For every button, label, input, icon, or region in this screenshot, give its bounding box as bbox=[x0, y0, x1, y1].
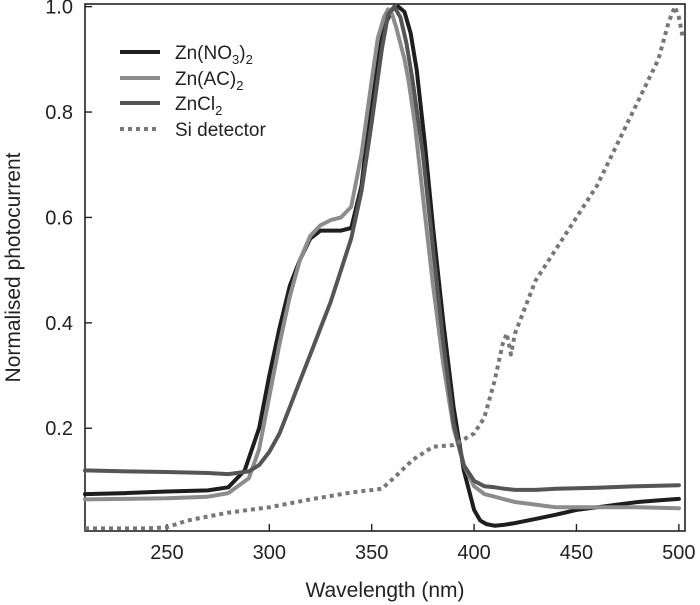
legend-entry-label: Zn(AC)2 bbox=[175, 69, 243, 93]
y-tick-label: 1.0 bbox=[45, 0, 73, 19]
x-tick-label: 300 bbox=[253, 542, 286, 564]
legend-text: Zn(NO bbox=[175, 43, 232, 64]
legend-entry-label: Zn(NO3)2 bbox=[175, 43, 253, 67]
y-tick-label: 0.2 bbox=[45, 418, 73, 440]
series-layer bbox=[83, 4, 685, 531]
y-axis-label: Normalised photocurrent bbox=[2, 152, 25, 382]
series-line-zn-no3-2 bbox=[83, 4, 681, 528]
y-tick-label: 0.8 bbox=[45, 102, 73, 124]
legend-text: Zn(AC) bbox=[175, 69, 236, 90]
legend-subscript: 2 bbox=[246, 52, 253, 67]
axes: 250 300 350 400 450 500 0.2 0.4 0.6 0.8 1.0 bbox=[45, 0, 695, 564]
legend-text: Si detector bbox=[175, 120, 266, 141]
legend-text: ZnCl bbox=[175, 94, 215, 115]
series-line-zncl2 bbox=[83, 4, 681, 492]
y-tick-label: 0.4 bbox=[45, 313, 73, 335]
series-line-si-detector bbox=[85, 4, 685, 531]
x-tick-label: 350 bbox=[355, 542, 388, 564]
legend-subscript: 3 bbox=[232, 52, 239, 67]
legend-subscript: 2 bbox=[215, 103, 222, 118]
x-tick-label: 400 bbox=[457, 542, 490, 564]
legend-entry-label: Si detector bbox=[175, 120, 266, 141]
x-axis-label: Wavelength (nm) bbox=[305, 579, 464, 602]
x-tick-label: 500 bbox=[662, 542, 695, 564]
x-tick-label: 250 bbox=[150, 542, 183, 564]
x-tick-label: 450 bbox=[560, 542, 593, 564]
y-tick-label: 0.6 bbox=[45, 207, 73, 229]
legend-entry-label: ZnCl2 bbox=[175, 94, 222, 118]
plot-frame bbox=[84, 3, 686, 532]
legend-text: ) bbox=[239, 43, 245, 64]
legend-subscript: 2 bbox=[236, 78, 243, 93]
